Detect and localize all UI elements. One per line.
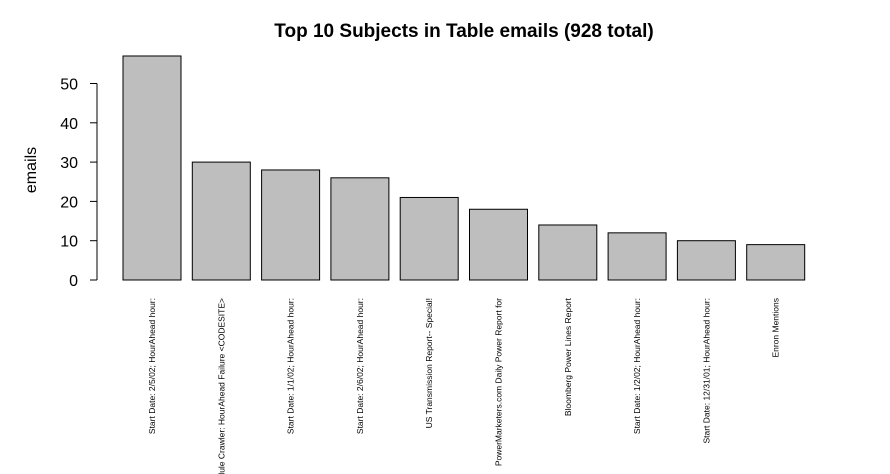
- x-tick-label: Start Date: 1/2/02; HourAhead hour:: [632, 298, 642, 434]
- bar: [330, 177, 390, 281]
- y-axis: 0 10 20 30 40 50: [60, 77, 98, 290]
- x-tick-label: PowerMarketers.com Daily Power Report fo…: [494, 298, 504, 466]
- chart-title: Top 10 Subjects in Table emails (928 tot…: [274, 21, 653, 42]
- x-tick-label: Start Date: 2/5/02; HourAhead hour:: [147, 298, 157, 434]
- x-tick-label: Start Date: 12/31/01; HourAhead hour:: [701, 298, 711, 444]
- bar: [676, 240, 736, 281]
- y-tick-label: 0: [69, 273, 78, 290]
- x-tick-label: US Transmission Report-- Special!: [424, 298, 434, 428]
- bar: [399, 196, 459, 281]
- bar: [469, 208, 528, 281]
- bar: [607, 232, 667, 281]
- y-tick-label: 40: [60, 116, 78, 133]
- y-tick-label: 30: [60, 155, 78, 172]
- bar: [746, 244, 806, 281]
- bars-group: [122, 55, 806, 281]
- x-tick-label: Schedule Crawler: HourAhead Failure <COD…: [216, 298, 226, 474]
- y-axis-label: emails: [23, 147, 40, 193]
- y-tick-label: 50: [60, 77, 78, 94]
- y-tick-label: 10: [60, 234, 78, 251]
- bar: [261, 169, 321, 281]
- x-tick-label: Enron Mentions: [771, 298, 781, 358]
- x-tick-labels: Start Date: 2/5/02; HourAhead hour: Sched…: [147, 297, 781, 474]
- bar: [122, 55, 182, 281]
- x-tick-label: Bloomberg Power Lines Report: [563, 297, 573, 416]
- bar: [191, 161, 251, 281]
- x-tick-label: Start Date: 2/6/02; HourAhead hour:: [355, 298, 365, 434]
- bar: [538, 224, 598, 281]
- x-tick-label: Start Date: 1/1/02; HourAhead hour:: [286, 298, 296, 434]
- y-tick-label: 20: [60, 194, 78, 211]
